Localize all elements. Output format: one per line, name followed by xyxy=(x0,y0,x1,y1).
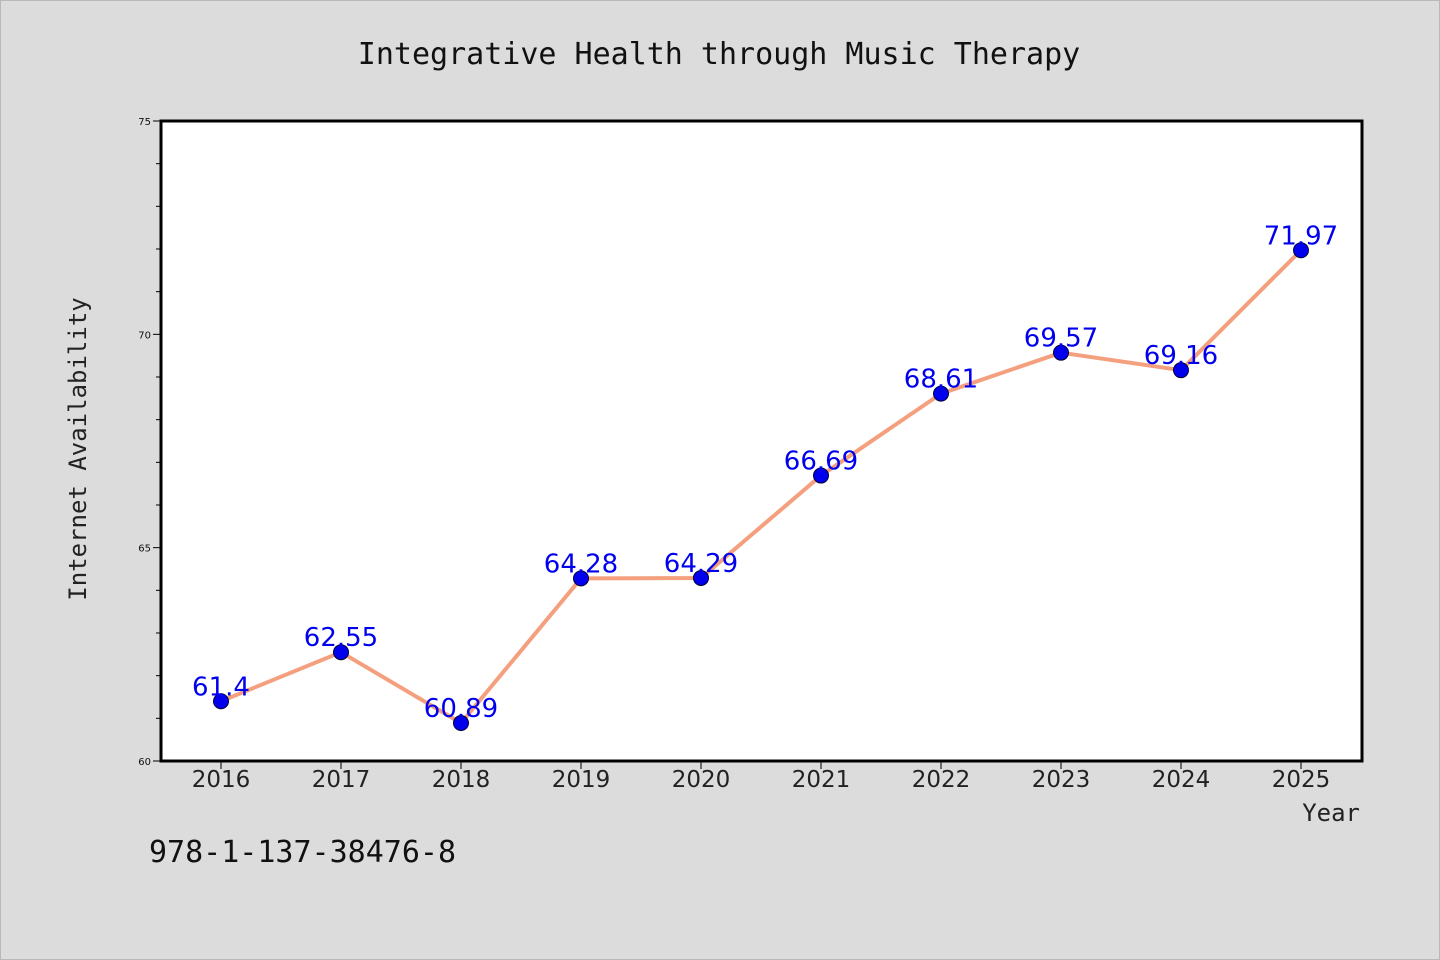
y-tick-label: 65 xyxy=(138,544,151,555)
data-label: 71.97 xyxy=(1264,221,1338,251)
x-axis-ticks: 2016 2017 2018 2019 2020 2021 2022 2023 2024 2025 xyxy=(192,761,1331,793)
x-tick-label: 2024 xyxy=(1152,767,1211,793)
data-label: 64.28 xyxy=(544,549,618,579)
data-label: 69.57 xyxy=(1024,324,1098,354)
x-tick-label: 2019 xyxy=(552,767,611,793)
chart-title: Integrative Health through Music Therapy xyxy=(358,37,1080,72)
data-point xyxy=(573,570,589,587)
y-axis-label: Internet Availability xyxy=(64,297,92,600)
data-point xyxy=(933,385,949,402)
y-tick-label: 75 xyxy=(138,117,151,128)
data-point xyxy=(1293,242,1309,259)
x-tick-label: 2018 xyxy=(432,767,491,793)
data-label: 68.61 xyxy=(904,365,978,395)
y-tick-label: 60 xyxy=(138,757,151,768)
plot-area xyxy=(159,119,1364,763)
data-series xyxy=(213,242,1309,732)
data-label: 64.29 xyxy=(664,549,738,579)
y-axis-ticks: 60 65 70 75 xyxy=(138,117,161,768)
x-tick-label: 2021 xyxy=(792,767,851,793)
data-label: 62.55 xyxy=(304,623,378,653)
y-tick-label: 70 xyxy=(138,330,151,341)
data-point xyxy=(693,569,709,586)
data-point xyxy=(453,715,469,732)
data-point xyxy=(1053,344,1069,361)
data-label: 61.4 xyxy=(192,672,250,702)
data-point xyxy=(1173,362,1189,379)
x-tick-label: 2022 xyxy=(912,767,971,793)
x-axis-label: Year xyxy=(1302,799,1360,827)
data-point xyxy=(333,644,349,661)
x-tick-label: 2020 xyxy=(672,767,731,793)
x-tick-label: 2017 xyxy=(312,767,371,793)
data-labels: 61.4 62.55 60.89 64.28 64.29 66.69 68.61 69.57 6… xyxy=(192,221,1338,724)
data-label: 60.89 xyxy=(424,694,498,724)
x-tick-label: 2025 xyxy=(1272,767,1331,793)
x-tick-label: 2023 xyxy=(1032,767,1091,793)
x-tick-label: 2016 xyxy=(192,767,251,793)
isbn-code: 978-1-137-38476-8 xyxy=(149,835,457,870)
data-point xyxy=(213,693,229,710)
data-label: 69.16 xyxy=(1144,341,1218,371)
data-point xyxy=(813,467,829,484)
data-label: 66.69 xyxy=(784,447,858,477)
series-line xyxy=(219,248,1303,726)
